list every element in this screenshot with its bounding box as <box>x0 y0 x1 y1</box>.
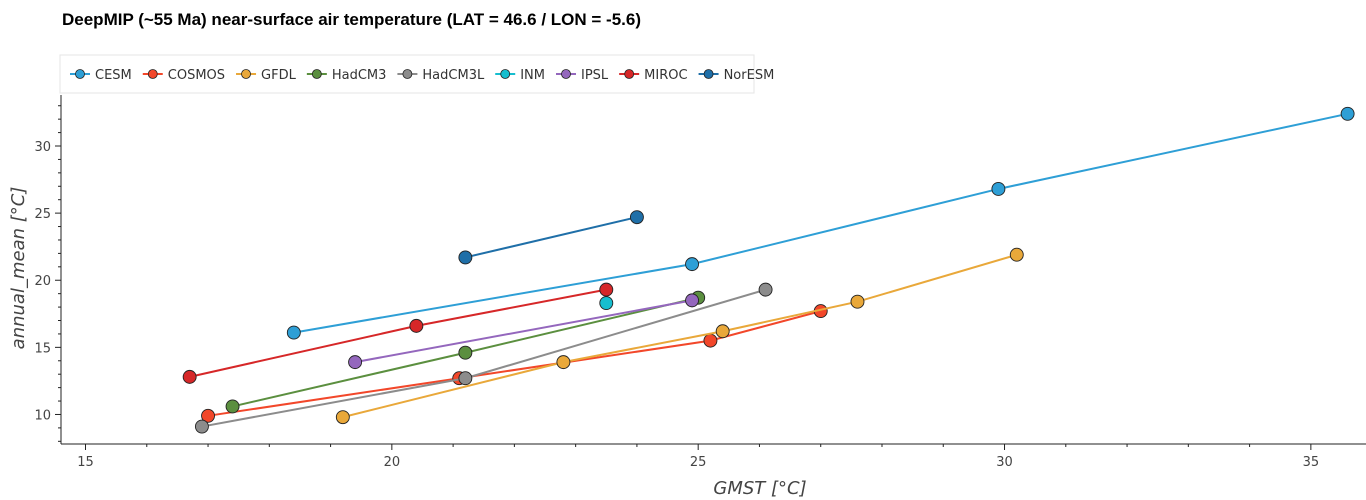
y-tick-label: 10 <box>34 408 51 423</box>
legend-item-gfdl: GFDL <box>236 68 297 83</box>
legend-item-hadcm3: HadCM3 <box>306 68 387 83</box>
y-tick-label: 15 <box>34 341 51 356</box>
series-gfdl <box>335 247 1024 425</box>
legend-item-miroc: MIROC <box>619 68 688 83</box>
data-point-cesm <box>1340 106 1355 121</box>
legend-label-ipsl: IPSL <box>581 68 609 83</box>
legend-label-inm: INM <box>520 68 545 83</box>
axes: 15 20 25 30 35 10 15 20 25 30 <box>34 95 1366 470</box>
series-line-cosmos <box>207 310 821 417</box>
legend-item-cosmos: COSMOS <box>142 68 225 83</box>
series-line-cesm <box>293 112 1348 334</box>
y-tick-label: 20 <box>34 274 51 289</box>
series-line-ipsl <box>354 299 693 364</box>
data-point-cosmos <box>703 333 718 348</box>
data-point-hadcm3l <box>458 371 473 386</box>
series-hadcm3l <box>194 282 773 434</box>
legend-label-cesm: CESM <box>95 68 132 83</box>
data-point-hadcm3l <box>758 282 773 297</box>
data-point-cesm <box>286 325 301 340</box>
legend-label-gfdl: GFDL <box>261 68 297 83</box>
x-tick-label: 30 <box>996 455 1013 470</box>
x-tick-label: 15 <box>77 455 94 470</box>
data-point-hadcm3 <box>225 399 240 414</box>
legend-label-hadcm3: HadCM3 <box>332 68 387 83</box>
legend-marker-hadcm3l <box>402 69 413 79</box>
data-point-cesm <box>991 182 1006 196</box>
y-tick-label: 30 <box>34 140 51 155</box>
data-point-gfdl <box>556 355 571 370</box>
legend-marker-cesm <box>75 69 85 79</box>
legend-item-noresm: NorESM <box>698 68 775 83</box>
chart-title: DeepMIP (~55 Ma) near-surface air temper… <box>62 10 641 29</box>
data-point-miroc <box>599 282 614 297</box>
legend-marker-gfdl <box>241 69 251 79</box>
series-cesm <box>286 106 1355 340</box>
series-layer <box>182 106 1355 434</box>
legend-item-ipsl: IPSL <box>556 68 609 83</box>
series-inm <box>599 296 614 311</box>
legend: CESM COSMOS GFDL HadCM3 HadCM3L INM IPSL MIROC N… <box>59 54 774 94</box>
data-point-miroc <box>182 369 197 384</box>
data-point-inm <box>599 296 614 311</box>
x-tick-label: 35 <box>1303 455 1320 470</box>
legend-label-hadcm3l: HadCM3L <box>422 68 485 83</box>
data-point-gfdl <box>850 294 865 309</box>
legend-marker-hadcm3 <box>311 69 322 79</box>
legend-label-noresm: NorESM <box>724 68 775 83</box>
legend-item-hadcm3l: HadCM3L <box>397 68 485 83</box>
series-line-gfdl <box>342 253 1018 419</box>
legend-item-inm: INM <box>495 68 545 83</box>
data-point-cesm <box>685 257 700 272</box>
data-point-gfdl <box>335 410 350 425</box>
data-point-noresm <box>629 210 644 225</box>
series-miroc <box>182 282 614 384</box>
series-line-hadcm3l <box>201 288 766 428</box>
legend-marker-noresm <box>703 69 714 79</box>
y-axis-label: annual_mean [°C] <box>8 187 29 350</box>
legend-marker-ipsl <box>561 69 571 79</box>
legend-marker-cosmos <box>147 69 158 79</box>
data-point-hadcm3l <box>194 419 209 434</box>
legend-items: CESM COSMOS GFDL HadCM3 HadCM3L INM IPSL MIROC N… <box>70 68 774 83</box>
x-axis-label: GMST [°C] <box>713 478 806 499</box>
data-point-noresm <box>458 250 473 265</box>
data-point-gfdl <box>1009 247 1024 262</box>
x-tick-label: 20 <box>384 455 401 470</box>
legend-marker-miroc <box>624 69 635 79</box>
x-tick-label: 25 <box>690 455 707 470</box>
legend-label-cosmos: COSMOS <box>168 68 225 83</box>
data-point-gfdl <box>715 324 730 339</box>
data-point-hadcm3 <box>458 345 473 360</box>
data-point-ipsl <box>348 355 363 370</box>
data-point-miroc <box>409 318 424 333</box>
legend-label-miroc: MIROC <box>644 68 687 83</box>
y-tick-label: 25 <box>34 207 51 222</box>
series-ipsl <box>348 293 700 370</box>
series-noresm <box>458 210 644 265</box>
data-point-cosmos <box>201 408 215 423</box>
legend-marker-inm <box>500 69 511 79</box>
legend-item-cesm: CESM <box>70 68 132 83</box>
series-line-noresm <box>465 216 638 259</box>
data-point-ipsl <box>685 293 700 308</box>
